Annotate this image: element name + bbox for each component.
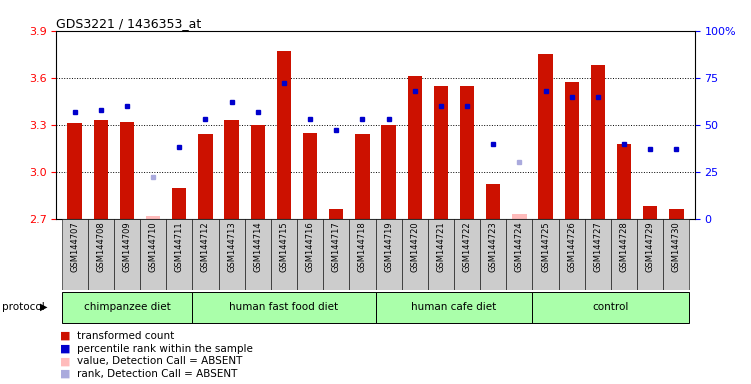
Text: GSM144728: GSM144728: [620, 221, 629, 272]
Bar: [617, 144, 632, 219]
Text: human cafe diet: human cafe diet: [412, 302, 496, 312]
Bar: [402, 219, 428, 290]
Text: GSM144707: GSM144707: [70, 221, 79, 272]
Bar: [192, 292, 376, 323]
Text: GSM144722: GSM144722: [463, 221, 472, 271]
Text: GSM144718: GSM144718: [358, 221, 367, 272]
Bar: [506, 219, 532, 290]
Bar: [376, 219, 402, 290]
Text: chimpanzee diet: chimpanzee diet: [83, 302, 170, 312]
Bar: [559, 219, 585, 290]
Bar: [565, 83, 579, 219]
Bar: [219, 219, 245, 290]
Text: ■: ■: [60, 356, 71, 366]
Bar: [329, 210, 343, 219]
Text: GSM144723: GSM144723: [489, 221, 498, 272]
Bar: [192, 219, 219, 290]
Bar: [303, 132, 317, 219]
Text: GSM144725: GSM144725: [541, 221, 550, 271]
Text: ■: ■: [60, 369, 71, 379]
Text: GSM144713: GSM144713: [227, 221, 236, 272]
Bar: [376, 292, 532, 323]
Text: GSM144714: GSM144714: [253, 221, 262, 271]
Bar: [172, 187, 186, 219]
Bar: [349, 219, 376, 290]
Text: GSM144721: GSM144721: [436, 221, 445, 271]
Text: GSM144708: GSM144708: [96, 221, 105, 272]
Text: control: control: [593, 302, 629, 312]
Bar: [276, 51, 291, 219]
Bar: [460, 86, 475, 219]
Text: GSM144720: GSM144720: [410, 221, 419, 271]
Bar: [643, 206, 657, 219]
Text: GSM144730: GSM144730: [672, 221, 681, 272]
Text: GSM144709: GSM144709: [122, 221, 131, 271]
Text: GSM144711: GSM144711: [175, 221, 184, 271]
Bar: [119, 122, 134, 219]
Text: transformed count: transformed count: [77, 331, 173, 341]
Bar: [611, 219, 637, 290]
Bar: [94, 120, 108, 219]
Bar: [434, 86, 448, 219]
Bar: [355, 134, 369, 219]
Text: GSM144710: GSM144710: [149, 221, 158, 271]
Text: GSM144719: GSM144719: [384, 221, 393, 271]
Text: GSM144715: GSM144715: [279, 221, 288, 271]
Text: GSM144727: GSM144727: [593, 221, 602, 272]
Bar: [114, 219, 140, 290]
Bar: [532, 292, 689, 323]
Bar: [428, 219, 454, 290]
Bar: [245, 219, 271, 290]
Text: human fast food diet: human fast food diet: [229, 302, 339, 312]
Bar: [68, 123, 82, 219]
Text: percentile rank within the sample: percentile rank within the sample: [77, 344, 252, 354]
Bar: [585, 219, 611, 290]
Bar: [538, 54, 553, 219]
Bar: [271, 219, 297, 290]
Bar: [297, 219, 323, 290]
Text: GSM144729: GSM144729: [646, 221, 655, 271]
Bar: [637, 219, 663, 290]
Text: ▶: ▶: [40, 302, 47, 312]
Bar: [251, 125, 265, 219]
Bar: [591, 65, 605, 219]
Text: ■: ■: [60, 331, 71, 341]
Bar: [62, 219, 88, 290]
Bar: [669, 210, 683, 219]
Bar: [532, 219, 559, 290]
Bar: [140, 219, 166, 290]
Bar: [480, 219, 506, 290]
Bar: [198, 134, 213, 219]
Bar: [454, 219, 480, 290]
Bar: [512, 214, 526, 219]
Text: GSM144712: GSM144712: [201, 221, 210, 271]
Text: ■: ■: [60, 344, 71, 354]
Text: protocol: protocol: [2, 302, 44, 312]
Bar: [663, 219, 689, 290]
Text: value, Detection Call = ABSENT: value, Detection Call = ABSENT: [77, 356, 242, 366]
Bar: [486, 184, 500, 219]
Text: GSM144726: GSM144726: [567, 221, 576, 272]
Bar: [166, 219, 192, 290]
Bar: [408, 76, 422, 219]
Text: GSM144716: GSM144716: [306, 221, 315, 272]
Bar: [62, 292, 192, 323]
Text: GSM144724: GSM144724: [515, 221, 524, 271]
Text: GSM144717: GSM144717: [332, 221, 341, 272]
Bar: [88, 219, 114, 290]
Bar: [323, 219, 349, 290]
Bar: [146, 216, 160, 219]
Bar: [382, 125, 396, 219]
Text: GDS3221 / 1436353_at: GDS3221 / 1436353_at: [56, 17, 201, 30]
Text: rank, Detection Call = ABSENT: rank, Detection Call = ABSENT: [77, 369, 237, 379]
Bar: [225, 120, 239, 219]
